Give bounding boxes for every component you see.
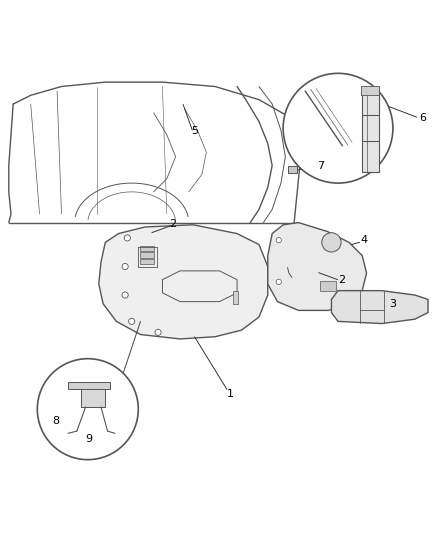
Circle shape <box>122 263 128 270</box>
Text: 8: 8 <box>53 416 60 426</box>
Circle shape <box>155 329 161 335</box>
Bar <box>361 86 378 172</box>
Bar <box>232 290 237 304</box>
Bar <box>140 253 153 258</box>
Circle shape <box>124 235 130 241</box>
Text: 7: 7 <box>317 161 324 172</box>
Polygon shape <box>331 290 427 324</box>
Circle shape <box>276 279 281 285</box>
Bar <box>287 166 297 173</box>
Circle shape <box>283 74 392 183</box>
Text: 1: 1 <box>226 389 233 399</box>
Bar <box>360 86 378 95</box>
Text: 6: 6 <box>418 113 425 123</box>
Bar <box>140 259 153 264</box>
Circle shape <box>276 238 281 243</box>
Text: 4: 4 <box>360 235 367 245</box>
Text: 3: 3 <box>389 299 396 309</box>
Circle shape <box>321 233 340 252</box>
Circle shape <box>122 292 128 298</box>
Bar <box>81 389 105 407</box>
Bar <box>320 281 335 290</box>
Text: 9: 9 <box>85 433 92 443</box>
Polygon shape <box>99 225 267 339</box>
Bar <box>140 246 153 251</box>
Bar <box>68 382 110 390</box>
Polygon shape <box>267 223 366 310</box>
Circle shape <box>128 318 134 325</box>
Text: 2: 2 <box>169 219 176 229</box>
Text: 2: 2 <box>337 274 344 285</box>
Text: 5: 5 <box>191 126 198 136</box>
Circle shape <box>37 359 138 459</box>
